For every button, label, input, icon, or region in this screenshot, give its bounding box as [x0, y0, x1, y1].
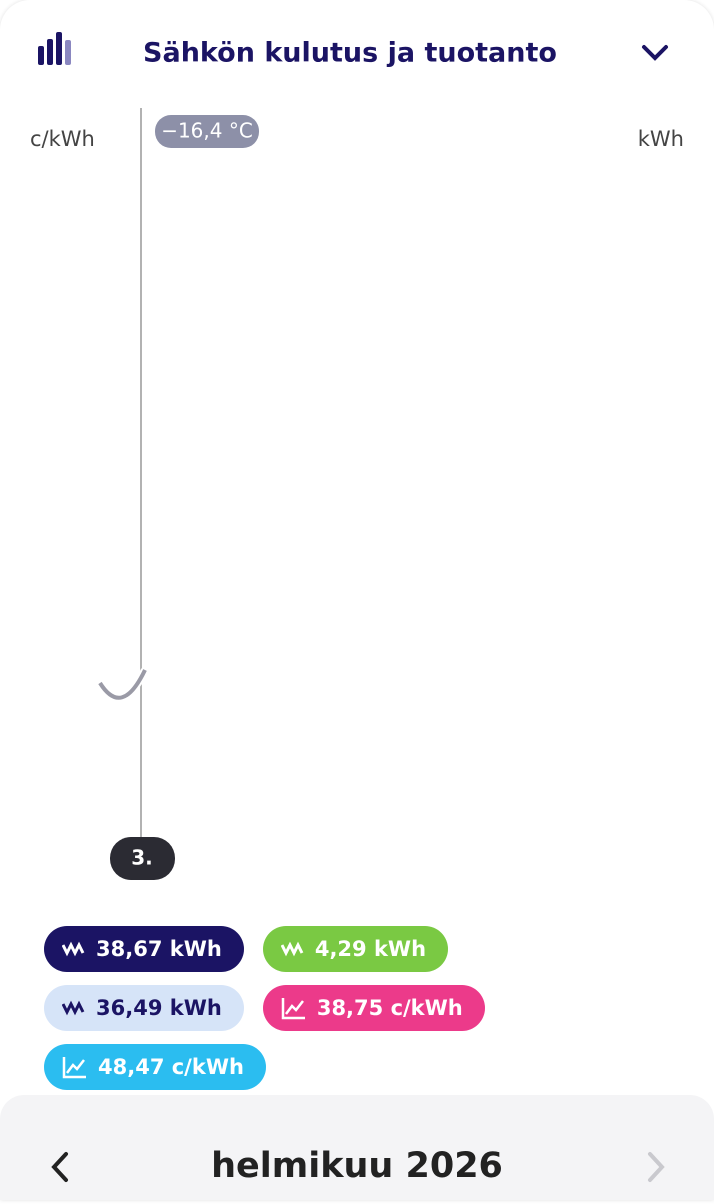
next-month[interactable] [648, 1152, 665, 1182]
legend-label: 38,75 c/kWh [316, 996, 463, 1020]
legend-icon [280, 941, 304, 957]
title: Sähkön kulutus ja tuotanto [143, 38, 557, 69]
right-axis-title: kWh [638, 127, 684, 151]
chart-icon[interactable] [38, 32, 71, 65]
legend-icon [281, 998, 305, 1020]
selected-day-pill [110, 837, 175, 880]
legend-item[interactable]: 48,47 c/kWh [44, 1044, 266, 1090]
chart: Sähkön kulutus ja tuotanto c/kWh kWh −16… [30, 32, 684, 880]
legend-label: 4,29 kWh [314, 937, 427, 961]
footer-nav: helmikuu 2026 [51, 1146, 665, 1186]
legend-item[interactable]: 38,67 kWh [44, 926, 244, 972]
legend: 38,67 kWh 4,29 kWh 36,49 kWh 38,75 c/kWh 48,… [44, 926, 514, 1090]
prev-month[interactable] [51, 1152, 68, 1182]
month-label: helmikuu 2026 [211, 1146, 503, 1186]
legend-label: 36,49 kWh [96, 996, 222, 1020]
legend-label: 38,67 kWh [96, 937, 222, 961]
legend-label: 48,47 c/kWh [98, 1055, 244, 1079]
temperature-label: −16,4 °C [161, 119, 253, 143]
legend-icon [62, 1000, 85, 1016]
footer: helmikuu 2026 [0, 1095, 714, 1200]
legend-item[interactable]: 38,75 c/kWh [262, 985, 485, 1031]
legend-icon [62, 941, 85, 957]
legend-icon [62, 1057, 86, 1079]
dropdown-toggle[interactable] [642, 45, 668, 61]
selected-day-label: 3. [131, 846, 153, 870]
temperature-curve [98, 669, 147, 700]
legend-item[interactable]: 4,29 kWh [262, 926, 449, 972]
temperature-pill [155, 115, 259, 148]
left-axis-title: c/kWh [30, 127, 95, 151]
legend-item[interactable]: 36,49 kWh [44, 985, 244, 1031]
